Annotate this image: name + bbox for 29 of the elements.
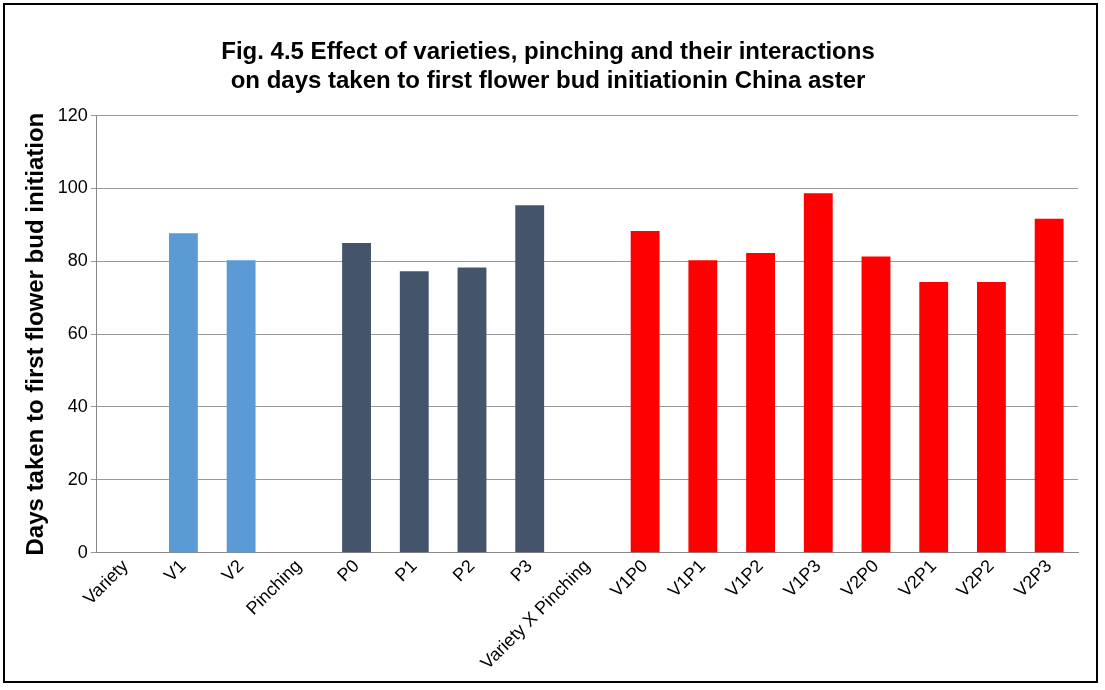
bar [977, 282, 1006, 553]
bar [399, 271, 429, 553]
bar [457, 267, 487, 553]
y-axis-title: Days taken to first flower bud initiation [21, 112, 49, 556]
bar [342, 243, 371, 553]
bar [630, 231, 660, 553]
bar [919, 282, 949, 553]
bar [168, 233, 198, 553]
chart-title: Fig. 4.5 Effect of varieties, pinching and their interactions on days taken to first flower bud initiationin China aster [221, 37, 875, 93]
bar [515, 205, 545, 553]
y-tick-label: 0 [77, 541, 88, 562]
y-tick-label: 80 [67, 250, 88, 271]
bar [803, 193, 833, 553]
bar [1034, 218, 1064, 553]
bar [226, 260, 256, 553]
y-tick-label: 120 [57, 104, 88, 125]
y-tick-label: 100 [57, 177, 88, 198]
x-tick-label: V1 [160, 555, 190, 586]
bar [746, 252, 775, 553]
y-tick-label: 20 [67, 468, 88, 489]
y-tick-label: 60 [67, 323, 88, 344]
x-tick-label: P0 [333, 555, 363, 586]
y-tick-label: 40 [67, 395, 88, 416]
x-tick-label: P1 [390, 555, 421, 586]
x-tick-label: P2 [448, 555, 479, 586]
x-tick-label: V2 [217, 555, 248, 586]
bar [688, 260, 718, 553]
x-tick-label: P3 [506, 555, 537, 586]
bar [861, 256, 891, 553]
